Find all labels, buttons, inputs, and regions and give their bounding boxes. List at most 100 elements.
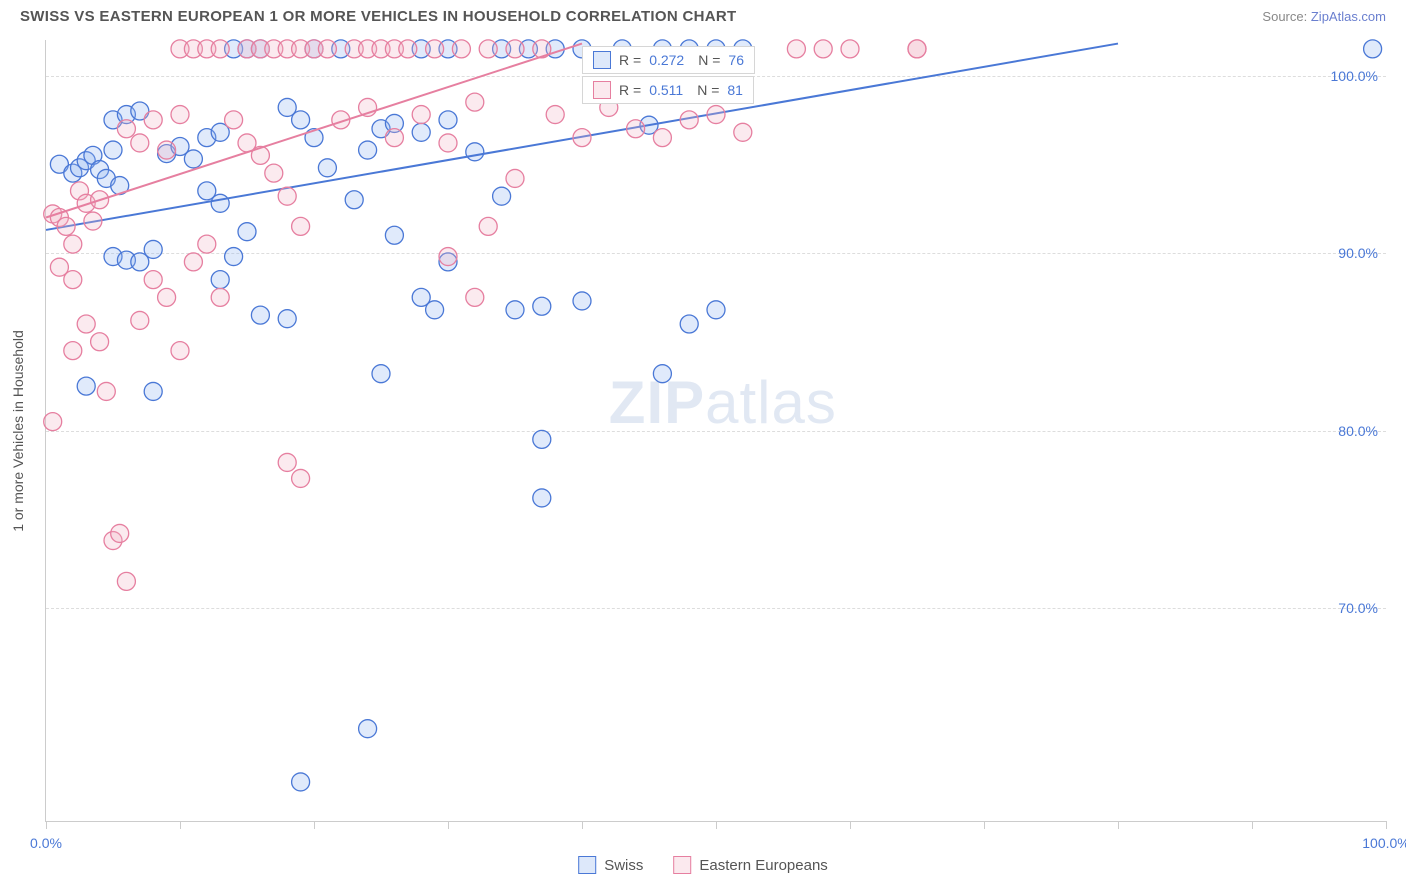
scatter-point bbox=[131, 311, 149, 329]
n-label: N = bbox=[697, 82, 719, 98]
legend-swatch bbox=[578, 856, 596, 874]
scatter-point bbox=[131, 134, 149, 152]
scatter-point bbox=[265, 164, 283, 182]
scatter-point bbox=[573, 129, 591, 147]
scatter-point bbox=[117, 572, 135, 590]
source-attribution: Source: ZipAtlas.com bbox=[1262, 9, 1386, 24]
scatter-point bbox=[91, 333, 109, 351]
scatter-point bbox=[211, 194, 229, 212]
r-label: R = bbox=[619, 52, 641, 68]
scatter-point bbox=[238, 223, 256, 241]
scatter-point bbox=[57, 217, 75, 235]
source-link[interactable]: ZipAtlas.com bbox=[1311, 9, 1386, 24]
n-label: N = bbox=[698, 52, 720, 68]
x-tick bbox=[716, 821, 717, 829]
legend-item: Swiss bbox=[578, 856, 643, 874]
scatter-point bbox=[225, 111, 243, 129]
bottom-legend: SwissEastern Europeans bbox=[578, 856, 828, 874]
scatter-point bbox=[97, 382, 115, 400]
scatter-point bbox=[787, 40, 805, 58]
scatter-point bbox=[318, 40, 336, 58]
scatter-point bbox=[533, 489, 551, 507]
scatter-point bbox=[345, 191, 363, 209]
scatter-point bbox=[64, 235, 82, 253]
scatter-point bbox=[506, 40, 524, 58]
n-value: 76 bbox=[728, 52, 744, 68]
scatter-point bbox=[225, 248, 243, 266]
scatter-point bbox=[707, 106, 725, 124]
x-tick bbox=[448, 821, 449, 829]
scatter-point bbox=[466, 288, 484, 306]
scatter-point bbox=[84, 212, 102, 230]
scatter-point bbox=[278, 310, 296, 328]
scatter-point bbox=[171, 342, 189, 360]
scatter-point bbox=[412, 123, 430, 141]
x-tick bbox=[180, 821, 181, 829]
scatter-point bbox=[627, 120, 645, 138]
scatter-point bbox=[439, 248, 457, 266]
scatter-point bbox=[814, 40, 832, 58]
y-axis-title: 1 or more Vehicles in Household bbox=[10, 330, 26, 532]
scatter-point bbox=[278, 453, 296, 471]
scatter-point bbox=[117, 120, 135, 138]
x-tick-label: 0.0% bbox=[30, 835, 62, 851]
scatter-point bbox=[479, 217, 497, 235]
scatter-point bbox=[734, 123, 752, 141]
scatter-point bbox=[412, 106, 430, 124]
chart-plot-area: 1 or more Vehicles in Household 70.0%80.… bbox=[45, 40, 1386, 822]
scatter-point bbox=[1364, 40, 1382, 58]
scatter-point bbox=[399, 40, 417, 58]
scatter-point bbox=[533, 430, 551, 448]
scatter-point bbox=[385, 226, 403, 244]
scatter-point bbox=[198, 235, 216, 253]
scatter-point bbox=[546, 106, 564, 124]
scatter-point bbox=[77, 315, 95, 333]
scatter-point bbox=[533, 297, 551, 315]
legend-swatch bbox=[593, 51, 611, 69]
scatter-point bbox=[211, 288, 229, 306]
scatter-point bbox=[385, 129, 403, 147]
scatter-point bbox=[158, 141, 176, 159]
scatter-point bbox=[680, 111, 698, 129]
scatter-point bbox=[111, 524, 129, 542]
x-tick bbox=[1118, 821, 1119, 829]
chart-title: SWISS VS EASTERN EUROPEAN 1 OR MORE VEHI… bbox=[20, 8, 736, 25]
scatter-point bbox=[359, 720, 377, 738]
x-tick bbox=[1252, 821, 1253, 829]
scatter-point bbox=[707, 301, 725, 319]
scatter-point bbox=[64, 342, 82, 360]
scatter-point bbox=[292, 217, 310, 235]
scatter-point bbox=[426, 40, 444, 58]
scatter-point bbox=[493, 187, 511, 205]
scatter-point bbox=[292, 773, 310, 791]
scatter-point bbox=[144, 240, 162, 258]
scatter-point bbox=[211, 40, 229, 58]
n-value: 81 bbox=[727, 82, 743, 98]
x-tick-label: 100.0% bbox=[1362, 835, 1406, 851]
scatter-point bbox=[653, 129, 671, 147]
scatter-point bbox=[144, 111, 162, 129]
legend-swatch bbox=[593, 81, 611, 99]
scatter-point bbox=[466, 143, 484, 161]
r-value: 0.272 bbox=[649, 52, 684, 68]
scatter-point bbox=[506, 169, 524, 187]
scatter-point bbox=[841, 40, 859, 58]
scatter-point bbox=[64, 271, 82, 289]
scatter-point bbox=[144, 382, 162, 400]
x-tick bbox=[582, 821, 583, 829]
source-label: Source: bbox=[1262, 9, 1307, 24]
scatter-point bbox=[573, 292, 591, 310]
scatter-point bbox=[251, 306, 269, 324]
scatter-point bbox=[292, 469, 310, 487]
scatter-point bbox=[680, 315, 698, 333]
scatter-point bbox=[77, 377, 95, 395]
scatter-point bbox=[439, 111, 457, 129]
scatter-point bbox=[908, 40, 926, 58]
correlation-legend-row: R = 0.272 N = 76 bbox=[582, 46, 755, 74]
scatter-point bbox=[318, 159, 336, 177]
scatter-point bbox=[158, 288, 176, 306]
x-tick bbox=[314, 821, 315, 829]
correlation-legend-row: R =0.511N =81 bbox=[582, 76, 754, 104]
legend-label: Swiss bbox=[604, 857, 643, 874]
scatter-point bbox=[653, 365, 671, 383]
